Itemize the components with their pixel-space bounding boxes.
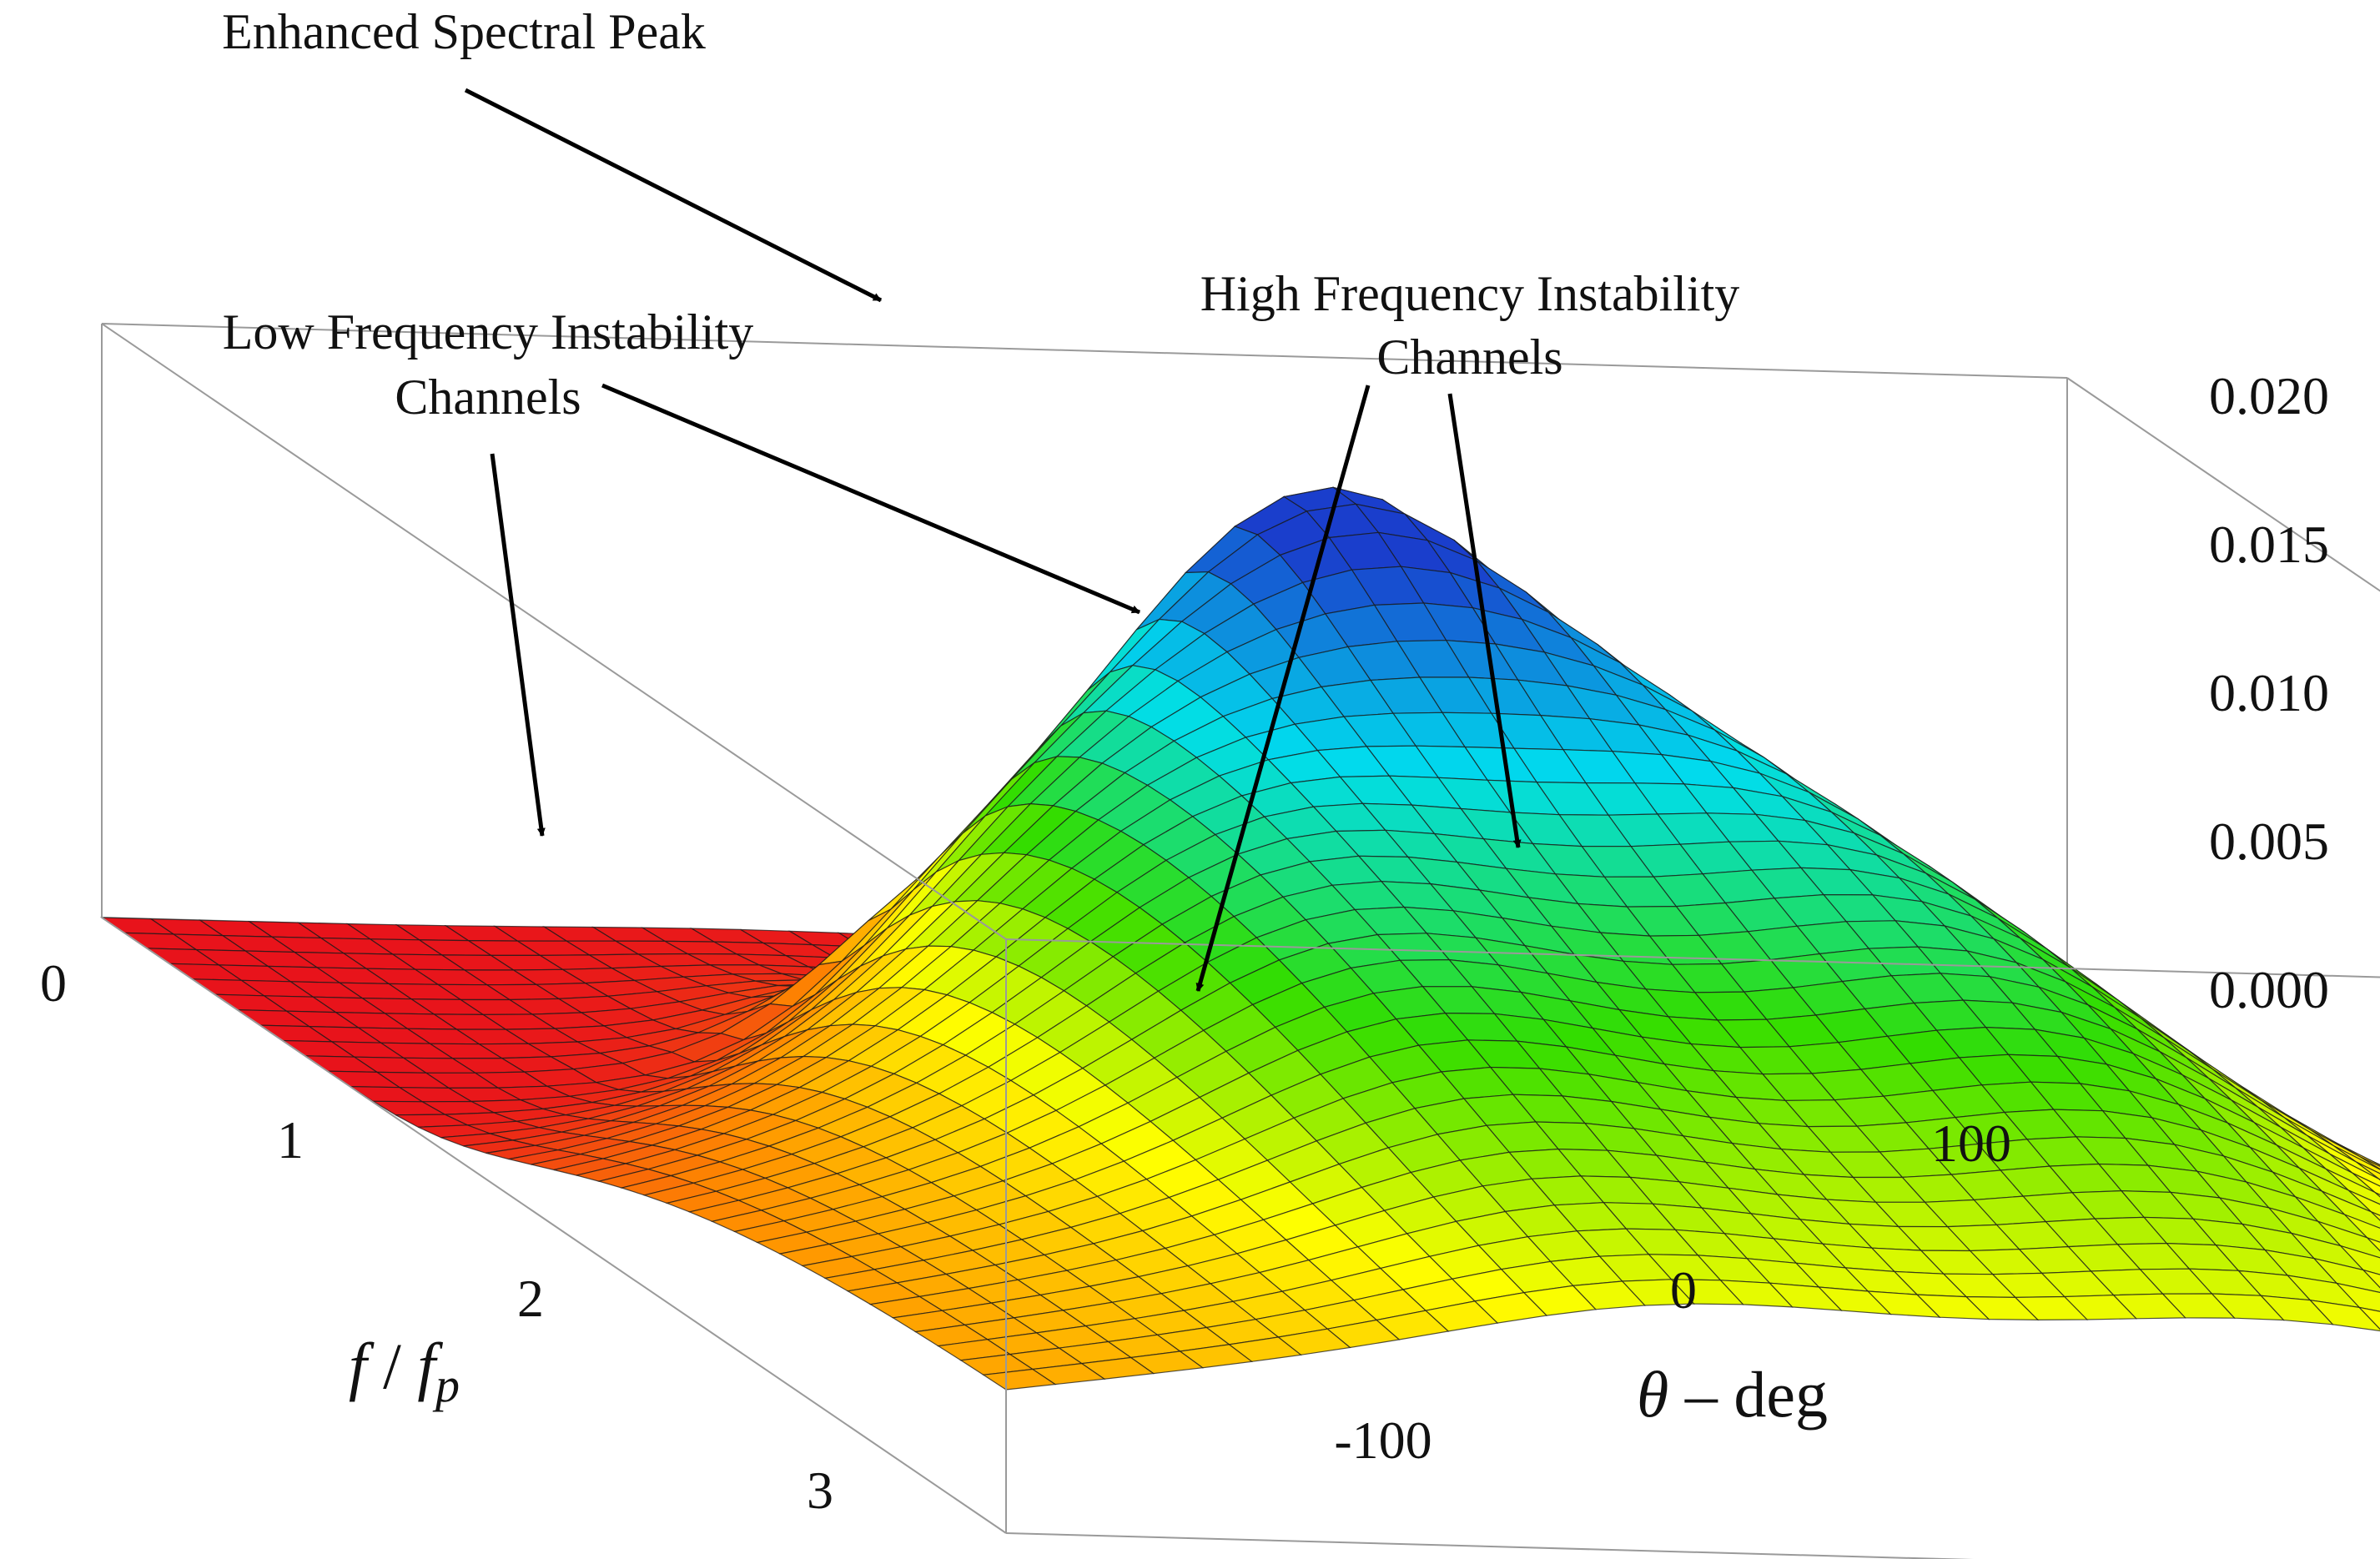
annotation-arrow <box>1447 393 1522 848</box>
annotation-high-frequency-channels: High Frequency Instability Channels <box>1195 266 1740 992</box>
x-axis-title: f / fp <box>349 1330 460 1412</box>
x-tick-label: 2 <box>517 1269 544 1328</box>
annotation-arrow <box>1195 385 1371 992</box>
annotation-enhanced-spectral-peak: Enhanced Spectral Peak <box>222 4 883 303</box>
annotation-text: Channels <box>1376 329 1562 385</box>
annotation-arrow <box>464 88 883 303</box>
x-tick-label: 1 <box>277 1110 304 1169</box>
annotation-arrow <box>490 453 546 837</box>
box-edge <box>101 917 1007 1534</box>
bounding-box-front <box>101 323 2380 1559</box>
annotation-arrow <box>601 383 1140 615</box>
annotation-text: High Frequency Instability <box>1200 266 1740 321</box>
x-axis-ticks: 0 1 2 3 <box>40 953 833 1520</box>
x-tick-label: 3 <box>807 1461 833 1520</box>
z-tick-label: 0.005 <box>2209 812 2329 871</box>
axis-titles: f / fp θ – deg <box>349 1330 1828 1431</box>
annotation-text: Channels <box>395 370 581 425</box>
box-edge <box>101 323 1007 940</box>
z-tick-label: 0.010 <box>2209 663 2329 722</box>
z-tick-label: 0.015 <box>2209 515 2329 574</box>
box-edge <box>1005 1532 1974 1559</box>
box-edge <box>101 323 2068 379</box>
annotations: Enhanced Spectral Peak Low Frequency Ins… <box>222 4 1740 992</box>
y-tick-label: 0 <box>1670 1260 1697 1320</box>
box-edge <box>2066 377 2380 592</box>
y-tick-label: 100 <box>1931 1114 2011 1173</box>
annotation-low-frequency-channels: Low Frequency Instability Channels <box>223 304 1140 837</box>
y-tick-label: -100 <box>1334 1411 1432 1470</box>
y-axis-ticks: -100 0 100 <box>1334 1114 2011 1470</box>
y-axis-title: θ – deg <box>1637 1358 1828 1431</box>
z-tick-label: 0.000 <box>2209 960 2329 1019</box>
z-tick-label: 0.020 <box>2209 366 2329 425</box>
annotation-text: Low Frequency Instability <box>223 304 754 360</box>
box-edge <box>1005 938 2380 978</box>
z-axis-ticks: 0.000 0.005 0.010 0.015 0.020 <box>2209 366 2329 1019</box>
surface-mesh <box>99 486 2380 1391</box>
annotation-text: Enhanced Spectral Peak <box>222 4 706 59</box>
axis-ticks: 0 1 2 3 -100 0 100 0.000 0.005 0.010 0.0… <box>40 366 2329 1520</box>
x-tick-label: 0 <box>40 953 67 1013</box>
